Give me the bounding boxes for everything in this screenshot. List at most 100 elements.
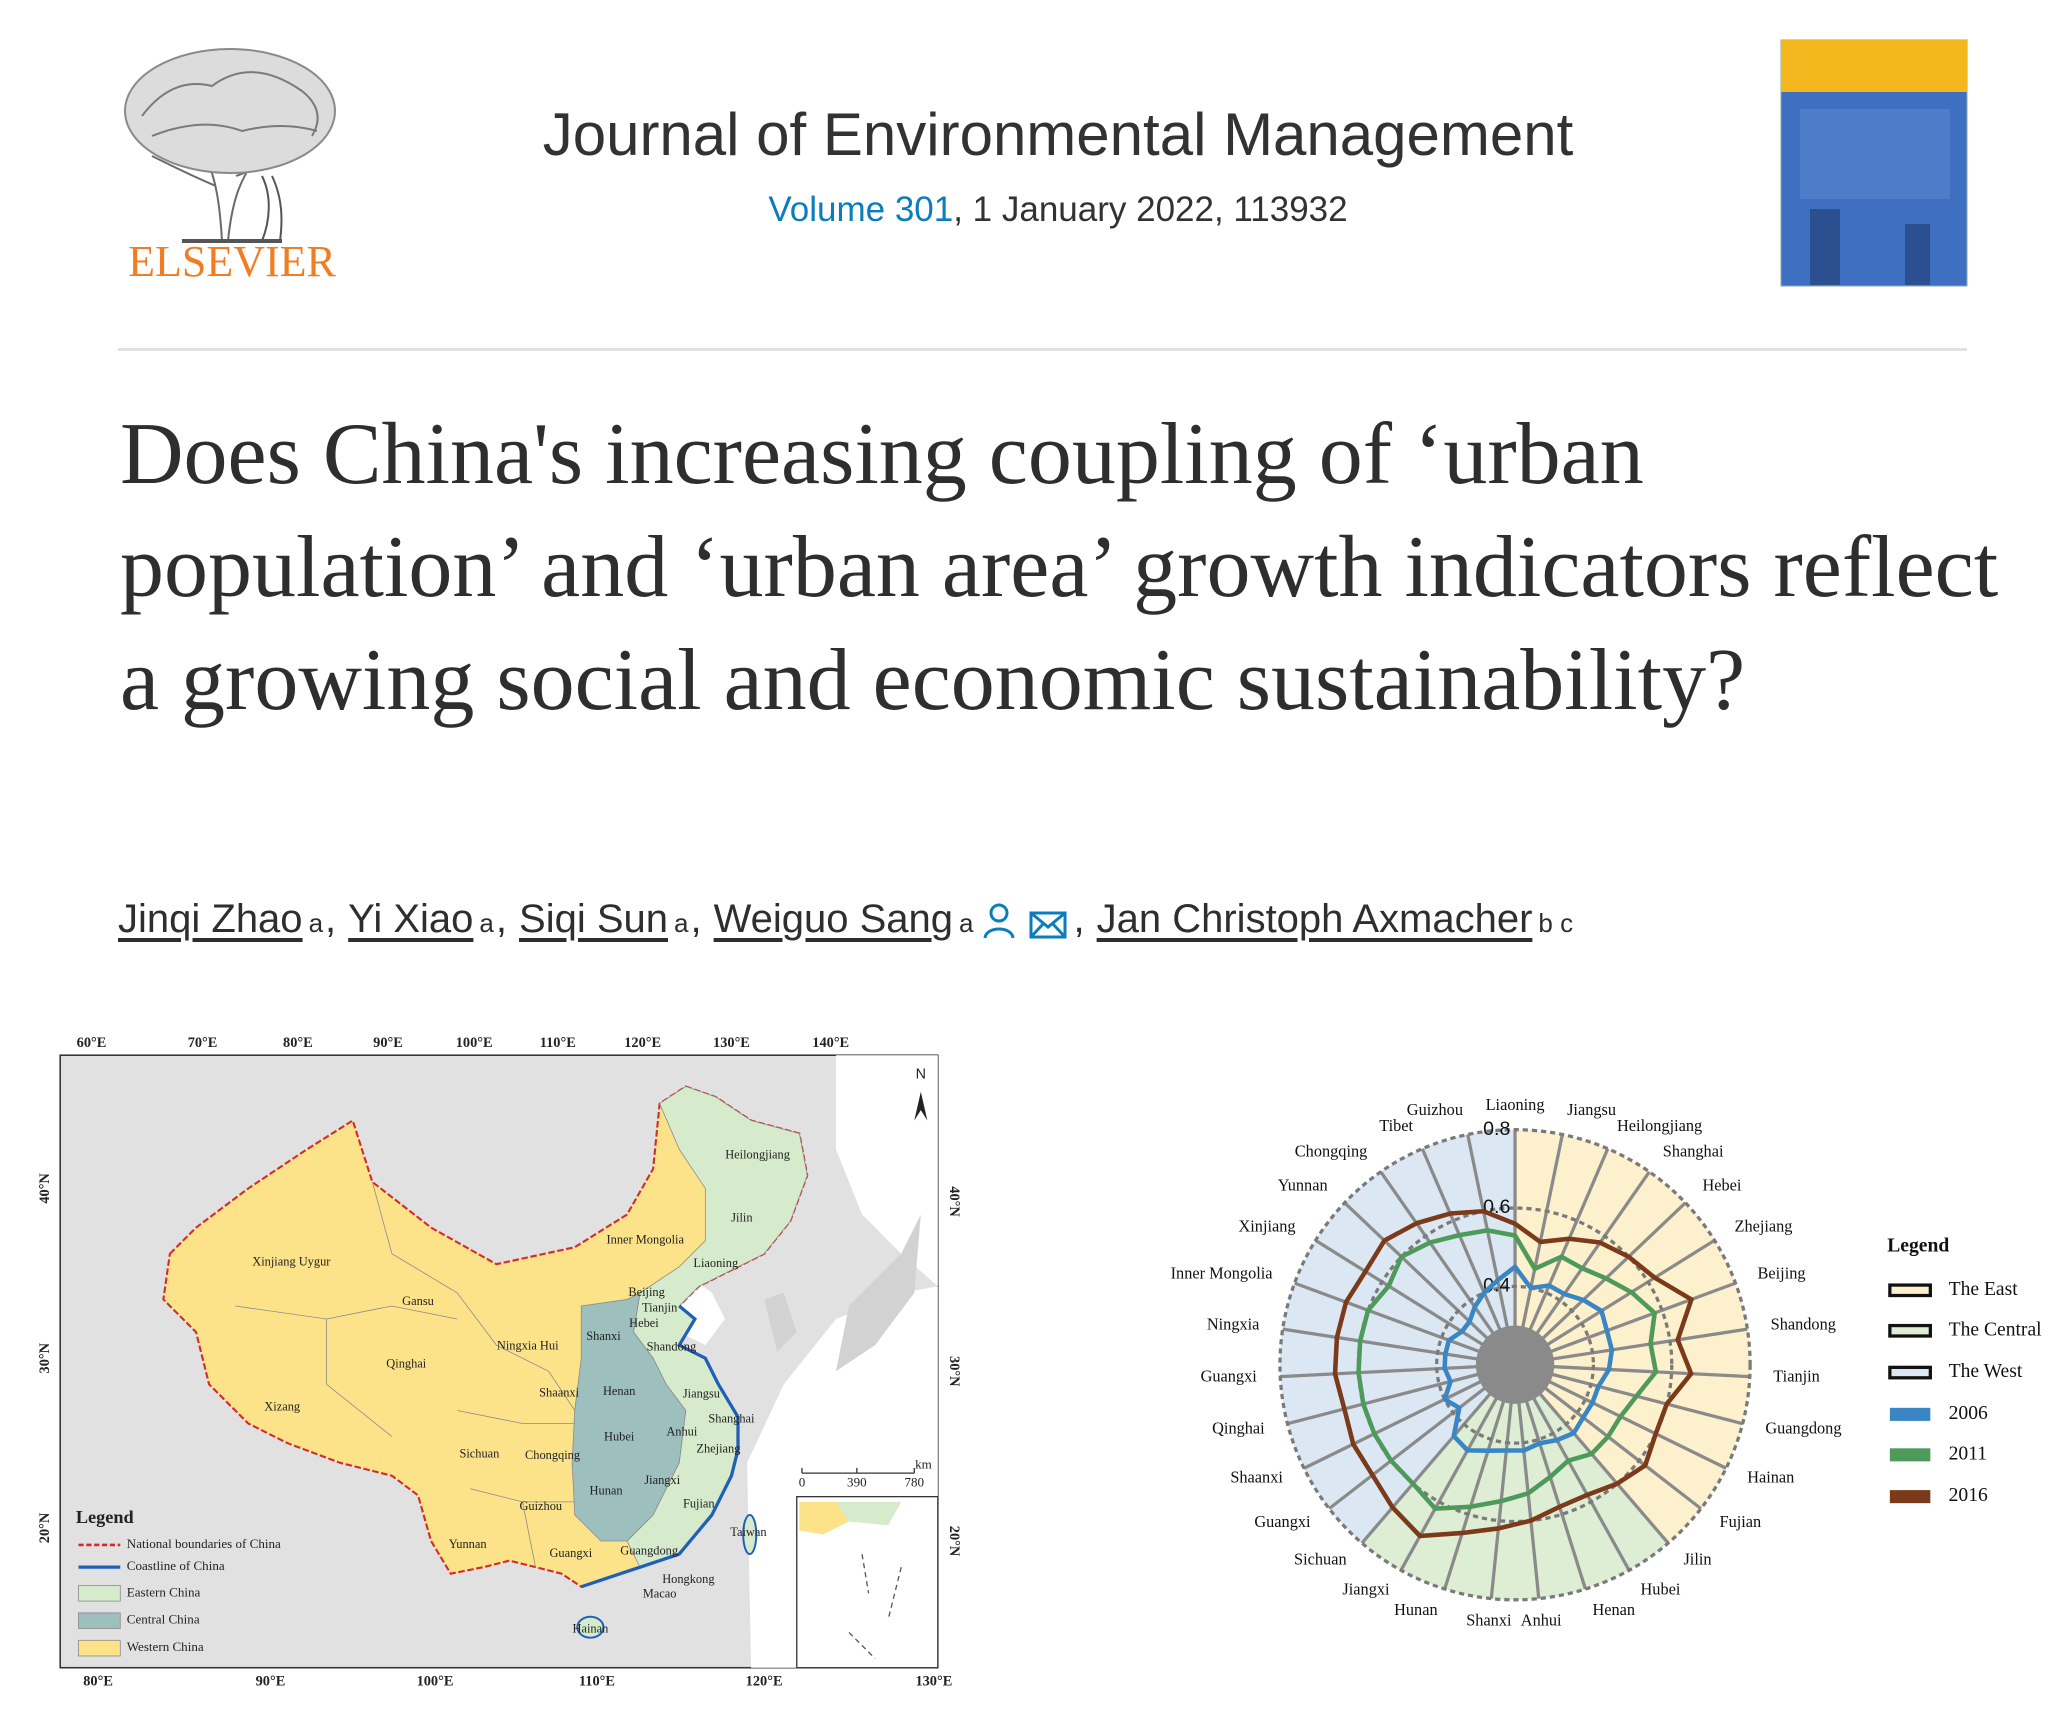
- region-wedge: [1515, 1329, 1751, 1377]
- author-link[interactable]: Yi Xiao: [348, 897, 474, 941]
- legend-label: 2006: [1949, 1403, 1988, 1424]
- latitude-label: 20°N: [946, 1526, 962, 1557]
- province-label: Gansu: [402, 1294, 434, 1308]
- map-province-borders: [235, 1181, 576, 1568]
- province-label: Beijing: [628, 1285, 664, 1299]
- map-inset-land: [799, 1501, 849, 1535]
- series-line: [1442, 1264, 1615, 1454]
- author-affiliation: a: [308, 908, 324, 938]
- category-label: Zhejiang: [1734, 1217, 1792, 1236]
- category-label: Hebei: [1702, 1175, 1741, 1194]
- grid-ring: [1278, 1128, 1752, 1602]
- map-legend-label: National boundaries of China: [127, 1536, 281, 1551]
- spoke: [1343, 1201, 1517, 1366]
- map-coastline: [580, 1304, 740, 1589]
- region-wedge: [1515, 1364, 1669, 1571]
- cover-art: [1800, 109, 1950, 199]
- author-link[interactable]: Jan Christoph Axmacher: [1096, 897, 1533, 941]
- longitude-label: 60°E: [77, 1035, 107, 1051]
- province-label: Henan: [603, 1384, 635, 1398]
- map-inset-land: [835, 1501, 902, 1526]
- category-label: Guizhou: [1407, 1100, 1463, 1119]
- legend-swatch: [1888, 1365, 1932, 1380]
- province-label: Hunan: [590, 1483, 623, 1497]
- map-legend-label: Eastern China: [127, 1584, 201, 1599]
- province-label: Hebei: [629, 1316, 659, 1330]
- province-label: Shanghai: [708, 1411, 755, 1425]
- province-label: Shanxi: [586, 1329, 621, 1343]
- latitude-label: 30°N: [946, 1356, 962, 1387]
- cover-building: [1905, 224, 1930, 285]
- province-label: Xinjiang Uygur: [252, 1255, 331, 1269]
- author-link[interactable]: Siqi Sun: [519, 897, 668, 941]
- province-label: Guangdong: [620, 1543, 678, 1557]
- region-wedge: [1361, 1364, 1516, 1571]
- province-label: Fujian: [683, 1496, 715, 1510]
- r-tick-label: 0.4: [1483, 1275, 1510, 1297]
- legend-label: The West: [1949, 1361, 2023, 1382]
- region-wedge: [1380, 1148, 1516, 1365]
- province-label: Hubei: [604, 1430, 635, 1444]
- region-wedge: [1400, 1364, 1516, 1590]
- author-separator: ,: [495, 897, 508, 941]
- series-line: [1332, 1208, 1694, 1539]
- series-line: [1356, 1228, 1659, 1511]
- cover-band: [1781, 40, 1967, 92]
- category-label: Inner Mongolia: [1171, 1264, 1274, 1283]
- spoke: [1294, 1281, 1516, 1367]
- longitude-label: 100°E: [456, 1035, 493, 1051]
- spoke: [1513, 1364, 1541, 1599]
- legend-swatch: [1888, 1323, 1932, 1338]
- publisher-logo: ELSEVIER: [124, 48, 337, 286]
- author-affiliation: a: [959, 908, 974, 938]
- region-wedge: [1515, 1364, 1630, 1590]
- province-label: Jiangxi: [644, 1473, 680, 1487]
- province-label: Qinghai: [386, 1357, 426, 1371]
- legend-label: 2011: [1949, 1443, 1987, 1464]
- region-wedge: [1287, 1364, 1516, 1469]
- spoke: [1466, 1134, 1517, 1366]
- author-link[interactable]: Jinqi Zhao: [118, 897, 303, 941]
- author-affiliation: a: [674, 908, 689, 938]
- category-label: Beijing: [1758, 1264, 1806, 1283]
- region-wedge: [1329, 1364, 1516, 1544]
- category-label: Henan: [1592, 1600, 1635, 1619]
- spoke: [1514, 1281, 1737, 1367]
- author-link[interactable]: Weiguo Sang: [713, 897, 954, 941]
- article-title: Does China's increasing coupling of ‘urb…: [120, 406, 1999, 729]
- category-label: Guangdong: [1765, 1418, 1841, 1437]
- author-email-icon[interactable]: [1028, 905, 1068, 950]
- map-central-china: [571, 1292, 687, 1542]
- category-label: Hubei: [1641, 1580, 1681, 1599]
- category-label: Shanghai: [1663, 1141, 1724, 1160]
- latitude-label: 40°N: [946, 1186, 962, 1217]
- category-label: Qinghai: [1212, 1418, 1265, 1437]
- map-hainan: [576, 1615, 605, 1639]
- province-label: Inner Mongolia: [607, 1233, 685, 1247]
- scale-tick-label: 780: [905, 1475, 925, 1490]
- region-wedge: [1515, 1148, 1650, 1365]
- longitude-label: 120°E: [624, 1035, 661, 1051]
- grid-ring: [1435, 1284, 1596, 1445]
- legend-swatch: [1888, 1283, 1932, 1298]
- longitude-label: 100°E: [417, 1673, 454, 1689]
- longitude-label: 70°E: [188, 1035, 218, 1051]
- province-label: Jilin: [731, 1210, 752, 1224]
- volume-link[interactable]: Volume 301: [768, 190, 954, 229]
- spoke: [1514, 1239, 1716, 1367]
- journal-title: Journal of Environmental Management: [542, 101, 1574, 168]
- map-legend-title: Legend: [76, 1507, 134, 1527]
- map-japan: [835, 1214, 921, 1372]
- spoke: [1514, 1327, 1748, 1367]
- author-profile-icon[interactable]: [982, 902, 1016, 950]
- category-label: Fujian: [1720, 1512, 1762, 1531]
- legend-label: 2016: [1949, 1485, 1988, 1506]
- legend-label: The East: [1949, 1279, 2019, 1300]
- center-hub: [1475, 1325, 1555, 1404]
- map-labels: 60°E 70°E 80°E 90°E 100°E 110°E 120°E 130°E 140°…: [37, 1035, 962, 1690]
- province-label: Shandong: [647, 1340, 697, 1354]
- divider: [118, 348, 1967, 351]
- latitude-label: 30°N: [37, 1342, 53, 1373]
- category-label: Jiangsu: [1567, 1100, 1616, 1119]
